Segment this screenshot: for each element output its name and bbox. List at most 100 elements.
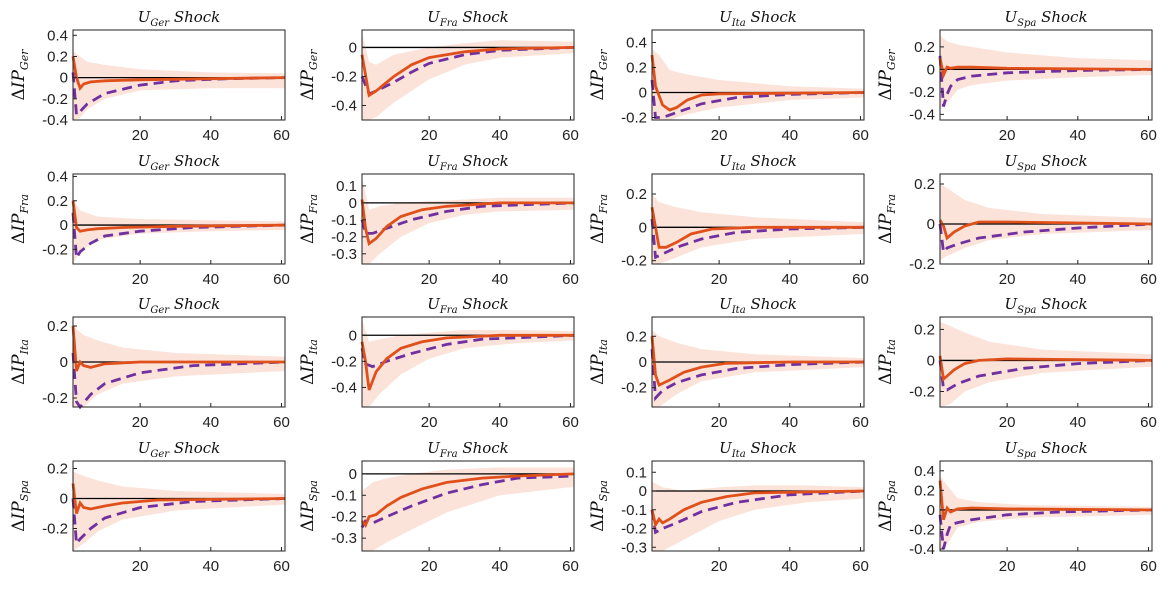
dashed-response-line	[650, 489, 865, 535]
solid-response-line	[938, 480, 1153, 521]
y-tick-label: -0.2	[331, 509, 357, 526]
solid-response-line	[71, 200, 286, 233]
y-tick-label: 0.1	[626, 464, 647, 481]
y-tick-label: 0.2	[47, 193, 68, 210]
y-tick-label: 0	[927, 61, 935, 78]
y-tick-label: -0.2	[621, 380, 647, 397]
x-tick-label: 40	[1069, 558, 1086, 575]
confidence-band	[362, 319, 574, 407]
solid-response-line	[938, 57, 1153, 80]
x-tick-label: 40	[491, 271, 508, 288]
dashed-response-line	[71, 497, 286, 548]
y-tick-label: -0.4	[331, 379, 357, 396]
irf-panel: 0.4 0.2 0 -0.2 -0.4 20 40 60 UGer Shock ΔIPGer	[9, 8, 290, 144]
y-axis-label: ΔIPGer	[9, 49, 31, 101]
x-tick-label: 20	[132, 127, 149, 144]
x-tick-label: 40	[202, 271, 219, 288]
x-tick-label: 40	[781, 271, 798, 288]
y-tick-label: 0	[60, 491, 68, 508]
y-tick-label: -0.3	[331, 530, 357, 547]
y-tick-label: -0.2	[621, 110, 647, 127]
irf-panel: 0.4 0.2 0 -0.2 20 40 60 UGer Shock ΔIPFra	[9, 152, 290, 288]
irf-panel: 0.2 0 -0.2 20 40 60 UGer Shock ΔIPSpa	[9, 439, 290, 575]
solid-response-line	[71, 483, 286, 514]
axes-box	[72, 29, 286, 121]
x-tick-label: 40	[491, 414, 508, 431]
y-tick-label: 0.2	[914, 39, 935, 56]
solid-response-line	[71, 325, 285, 372]
y-tick-label: 0.4	[626, 35, 647, 52]
y-tick-label: -0.4	[909, 541, 935, 558]
irf-panel: 0.4 0.2 0 -0.2 -0.4 20 40 60 USpa Shock ΔIPSpa	[876, 439, 1157, 575]
panel-title: UIta Shock	[719, 295, 797, 316]
y-tick-label: -0.4	[42, 112, 68, 129]
axes-box	[939, 316, 1153, 408]
solid-response-line	[360, 46, 575, 98]
y-tick-label: 0	[60, 354, 68, 371]
x-tick-label: 60	[852, 271, 869, 288]
y-tick-label: 0	[639, 483, 647, 500]
axes-box	[361, 316, 575, 408]
x-tick-label: 40	[202, 414, 219, 431]
axes-box	[361, 173, 575, 265]
y-tick-label: 0.2	[626, 186, 647, 203]
dashed-response-line	[650, 79, 865, 119]
y-tick-label: 0	[927, 216, 935, 233]
irf-panel: 0 -0.2 -0.4 20 40 60 UFra Shock ΔIPGer	[298, 8, 579, 144]
solid-response-line	[650, 489, 865, 529]
x-tick-label: 20	[999, 558, 1016, 575]
y-axis-label: ΔIPSpa	[588, 480, 610, 532]
solid-response-line	[938, 355, 1153, 382]
y-tick-label: -0.2	[42, 241, 68, 258]
y-tick-label: -0.2	[909, 256, 935, 273]
x-tick-label: 20	[999, 127, 1016, 144]
panel-title: UGer Shock	[138, 152, 221, 173]
x-tick-label: 60	[852, 558, 869, 575]
x-tick-label: 40	[781, 414, 798, 431]
axes-box	[651, 173, 865, 265]
y-axis-label: ΔIPSpa	[298, 480, 320, 532]
y-tick-label: 0.2	[914, 482, 935, 499]
x-tick-label: 20	[711, 558, 728, 575]
y-tick-label: -0.1	[331, 212, 357, 229]
x-tick-label: 20	[132, 414, 149, 431]
x-tick-label: 60	[852, 414, 869, 431]
panel-title: USpa Shock	[1004, 439, 1087, 460]
dashed-response-line	[938, 359, 1153, 392]
confidence-band	[652, 194, 864, 264]
x-tick-label: 40	[1069, 127, 1086, 144]
y-tick-label: -0.2	[909, 521, 935, 538]
panel-title: UFra Shock	[427, 295, 509, 316]
y-axis-label: ΔIPGer	[876, 49, 898, 101]
confidence-band	[73, 471, 285, 551]
x-tick-label: 60	[1140, 271, 1157, 288]
y-tick-label: -0.2	[42, 521, 68, 538]
x-tick-label: 60	[852, 127, 869, 144]
y-axis-label: ΔIPGer	[298, 49, 320, 101]
y-tick-label: 0	[349, 39, 357, 56]
y-tick-label: 0	[349, 466, 357, 483]
irf-panel: 0.4 0.2 0 -0.2 20 40 60 UIta Shock ΔIPGer	[588, 8, 869, 144]
x-tick-label: 20	[711, 127, 728, 144]
x-tick-label: 60	[562, 127, 579, 144]
irf-panel: 0.1 0 -0.1 -0.2-0.3 20 40 60 UIta Shock ΔIPSpa	[588, 439, 869, 575]
y-tick-label: -0.1	[331, 487, 357, 504]
irf-panel: 0.2 0 -0.2 20 40 60 UGer Shock ΔIPIta	[9, 295, 290, 431]
confidence-band	[73, 51, 285, 121]
y-tick-label: 0.2	[47, 48, 68, 65]
panel-title: UIta Shock	[719, 152, 797, 173]
y-tick-label: 0.2	[47, 318, 68, 335]
panel-title: UFra Shock	[427, 8, 509, 29]
panel-title: USpa Shock	[1004, 152, 1087, 173]
solid-response-line	[360, 472, 575, 528]
panel-title: UFra Shock	[427, 439, 509, 460]
axes-box	[72, 460, 286, 552]
y-tick-label: -0.4	[909, 106, 935, 123]
axes-box	[651, 29, 865, 121]
irf-panel: 0 -0.1 -0.2 -0.3 20 40 60 UFra Shock ΔIPSpa	[298, 439, 579, 575]
x-tick-label: 20	[421, 414, 438, 431]
x-tick-label: 20	[421, 558, 438, 575]
y-tick-label: 0.4	[47, 168, 68, 185]
x-tick-label: 60	[562, 414, 579, 431]
y-tick-label: -0.2	[621, 253, 647, 270]
